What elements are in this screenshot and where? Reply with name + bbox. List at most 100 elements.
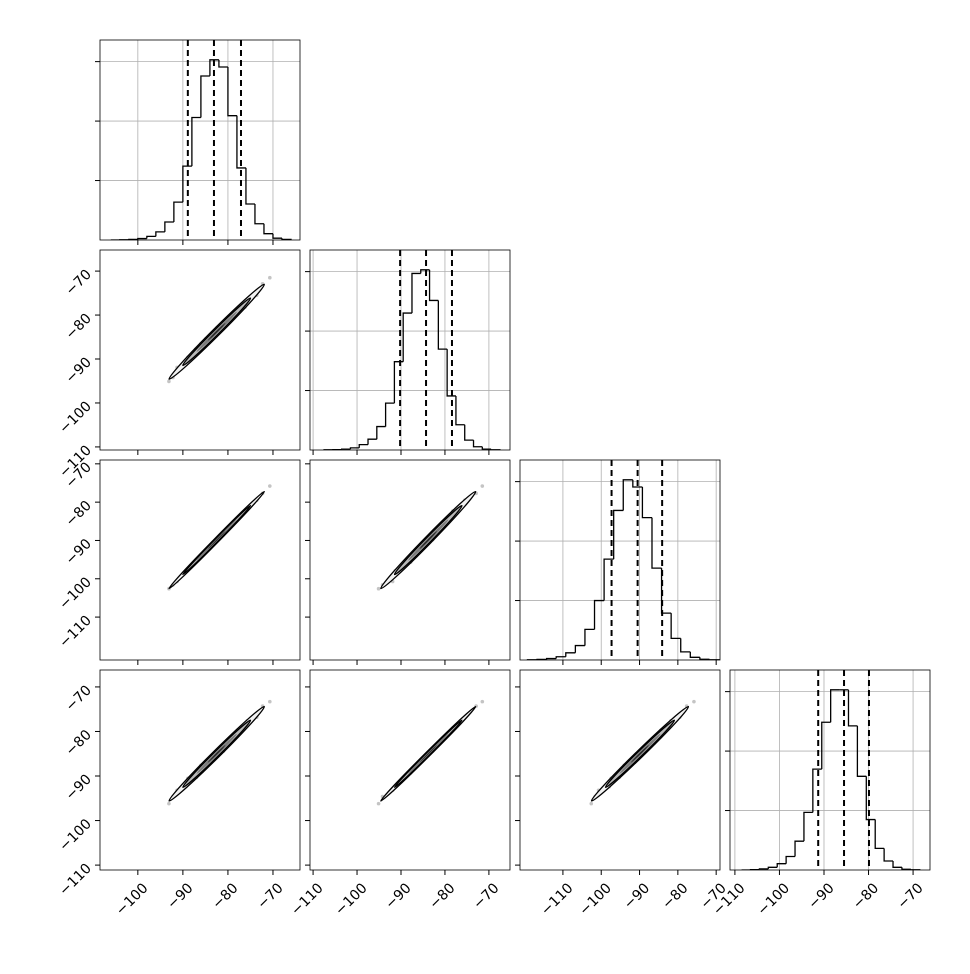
y-tick-label: −100 (56, 574, 95, 613)
histogram-bin (831, 690, 840, 722)
histogram-bin (359, 445, 368, 448)
histogram-bin (174, 202, 183, 222)
x-tick-label: −100 (576, 880, 615, 919)
x-tick-label: −110 (288, 880, 327, 919)
histogram-bin (671, 613, 681, 638)
histogram-bin (228, 67, 237, 116)
histogram-bin (585, 629, 595, 645)
histogram-bin (165, 222, 174, 232)
histogram-bin (566, 653, 576, 657)
histogram-bin (192, 117, 201, 166)
histogram-bin (786, 856, 795, 863)
x-tick-label: −90 (621, 880, 653, 912)
histogram-bin (547, 659, 557, 660)
sample-point (377, 802, 381, 806)
histogram-bin (822, 722, 831, 769)
panel: −110−100−90−80−70 (56, 250, 300, 481)
y-tick-label: −110 (56, 861, 95, 900)
sample-point (481, 700, 485, 704)
histogram-bin (273, 234, 282, 239)
y-tick-label: −70 (63, 682, 95, 714)
histogram-bin (138, 239, 147, 240)
sample-point (268, 276, 272, 280)
y-tick-label: −90 (63, 772, 95, 804)
y-tick-label: −90 (63, 355, 95, 387)
histogram-bin (848, 690, 857, 726)
histogram-bin (893, 861, 902, 867)
histogram (527, 480, 719, 660)
x-tick-label: −80 (426, 880, 458, 912)
x-tick-label: −70 (894, 880, 926, 912)
histogram-bin (438, 300, 447, 349)
sample-point (167, 380, 171, 384)
panel: −110−100−90−80−70−100−90−80−70 (56, 670, 300, 919)
histogram-bin (902, 867, 911, 869)
x-tick-label: −100 (755, 880, 794, 919)
contour (419, 745, 437, 763)
x-tick-label: −90 (382, 880, 414, 912)
histogram-bin (866, 776, 875, 819)
histogram-bin (465, 425, 474, 440)
panel (515, 460, 720, 665)
x-tick-label: −90 (164, 880, 196, 912)
histogram-bin (575, 646, 585, 653)
histogram-bin (795, 841, 804, 856)
contour (207, 323, 226, 341)
histogram (324, 270, 500, 450)
x-tick-label: −70 (470, 880, 502, 912)
histogram-bin (642, 487, 652, 518)
contour (207, 745, 225, 763)
histogram-bin (368, 439, 377, 444)
histogram (742, 690, 920, 870)
histogram-bin (147, 236, 156, 238)
histogram-bin (394, 362, 403, 403)
histogram-bin (595, 601, 605, 630)
histogram-bin (201, 76, 210, 117)
sample-point (268, 700, 272, 704)
histogram-bin (456, 396, 465, 425)
panel: −110−100−90−80−70 (515, 670, 730, 919)
panel-frame (100, 40, 300, 240)
histogram-bin (219, 60, 228, 67)
sample-point (481, 484, 485, 488)
sample-point (692, 700, 696, 704)
histogram-bin (690, 652, 700, 657)
histogram-bin (556, 657, 566, 659)
histogram-bin (681, 638, 691, 652)
y-tick-label: −70 (63, 267, 95, 299)
histogram-bin (623, 480, 633, 511)
x-tick-label: −80 (850, 880, 882, 912)
contour (208, 531, 226, 549)
histogram-bin (403, 313, 412, 362)
sample-point (167, 802, 171, 806)
panel (95, 40, 300, 245)
x-tick-label: −90 (805, 880, 837, 912)
y-tick-label: −100 (56, 816, 95, 855)
y-tick-label: −110 (56, 613, 95, 652)
y-tick-label: −100 (56, 398, 95, 437)
panel: −110−100−90−80−70 (288, 670, 510, 919)
contour (419, 531, 437, 550)
histogram-bin (482, 447, 491, 449)
histogram-bin (652, 518, 662, 568)
histogram-bin (700, 657, 710, 659)
panel-frame (730, 670, 930, 870)
x-tick-label: −80 (659, 880, 691, 912)
sample-point (268, 484, 272, 488)
histogram-bin (264, 224, 273, 234)
histogram-bin (342, 449, 351, 450)
histogram-bin (474, 440, 483, 447)
histogram-bin (350, 448, 359, 449)
sample-point (377, 587, 381, 591)
panel (305, 460, 510, 665)
histogram-bin (614, 510, 624, 559)
histogram-bin (777, 864, 786, 868)
x-tick-label: −110 (538, 880, 577, 919)
histogram-bin (759, 869, 768, 870)
panel: −110−100−90−80−70 (710, 670, 930, 919)
x-tick-label: −80 (209, 880, 241, 912)
y-tick-label: −90 (63, 536, 95, 568)
x-tick-label: −70 (254, 880, 286, 912)
histogram-bin (386, 403, 395, 426)
